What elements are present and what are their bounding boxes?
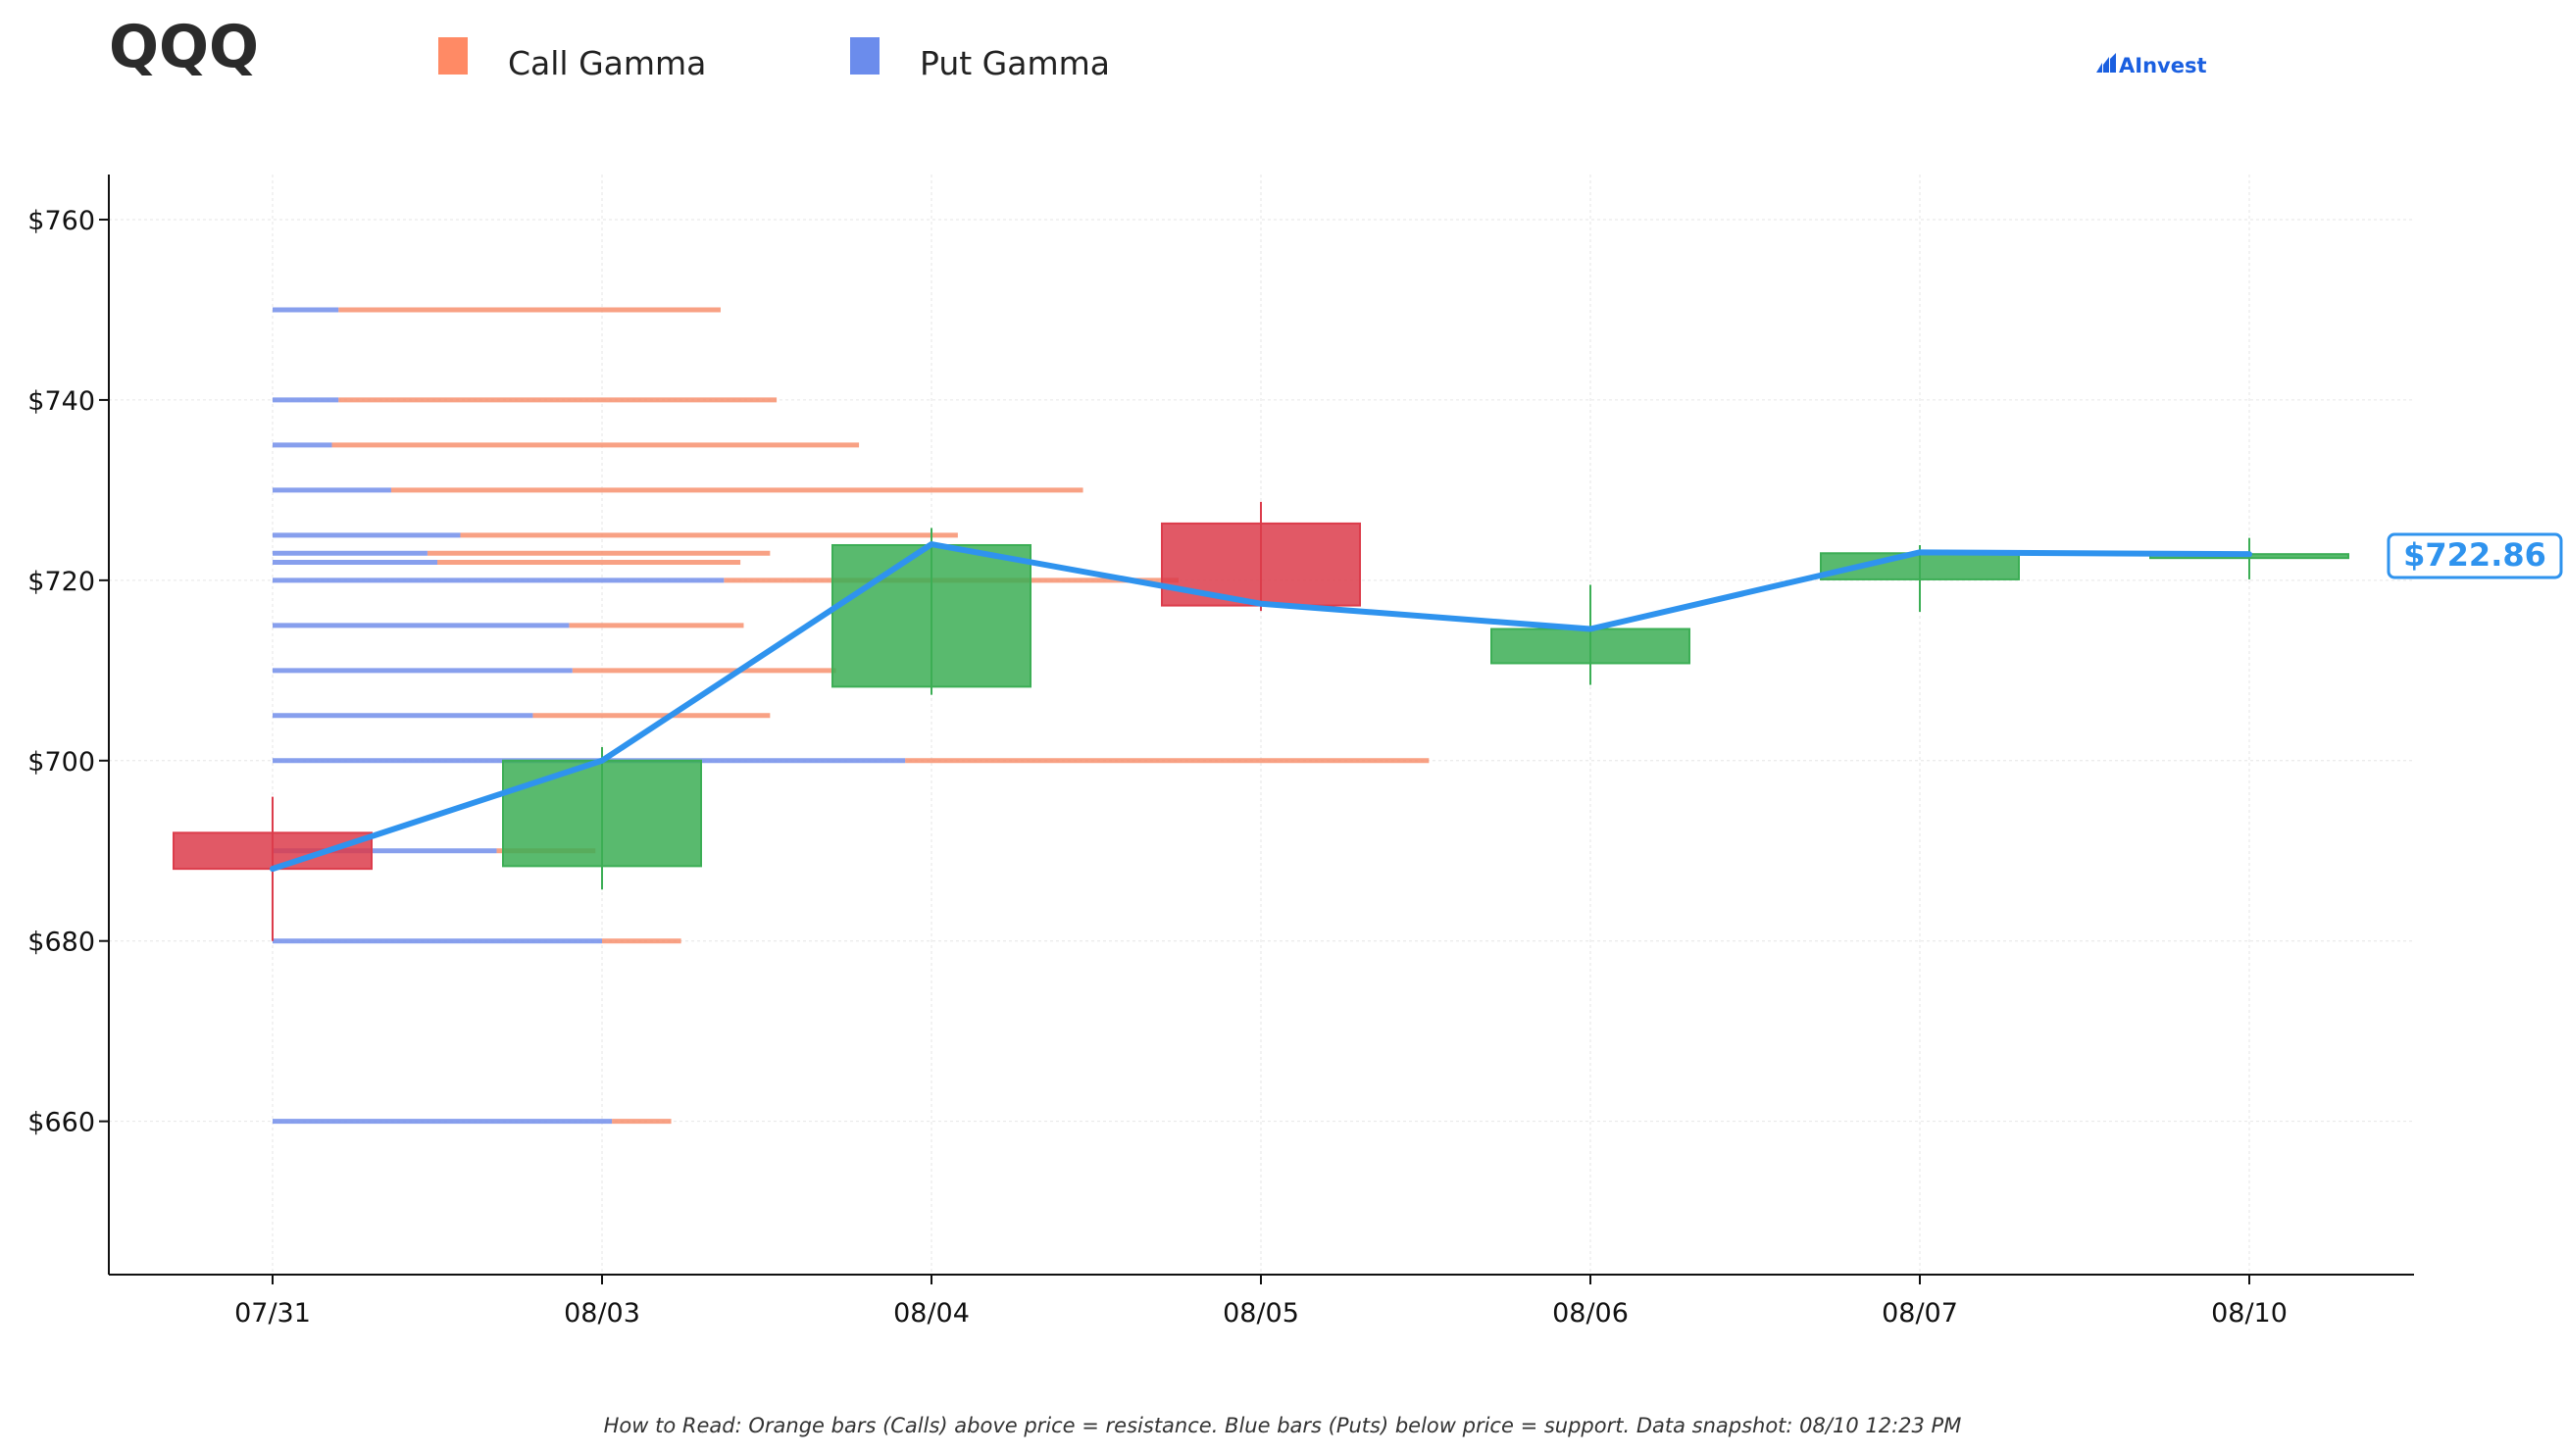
candles bbox=[173, 501, 2349, 941]
x-tick-label: 08/06 bbox=[1552, 1298, 1629, 1329]
legend: Call Gamma Put Gamma bbox=[438, 37, 1110, 82]
footer-note: How to Read: Orange bars (Calls) above p… bbox=[604, 1414, 1962, 1437]
price-line-layer bbox=[270, 541, 2252, 873]
y-tick-label: $720 bbox=[27, 567, 95, 597]
x-tick-label: 07/31 bbox=[234, 1298, 311, 1329]
x-tick-label: 08/10 bbox=[2211, 1298, 2288, 1329]
candle-body bbox=[1490, 628, 1690, 665]
x-tick-label: 08/07 bbox=[1882, 1298, 1958, 1329]
price-line bbox=[270, 541, 2252, 873]
call-gamma-legend-swatch bbox=[438, 37, 468, 75]
y-tick-label: $760 bbox=[27, 206, 95, 236]
current-price-box bbox=[2387, 532, 2563, 579]
current-price-label: $722.86 bbox=[2403, 536, 2546, 574]
x-tick-label: 08/03 bbox=[564, 1298, 640, 1329]
candle-body bbox=[173, 831, 373, 871]
put-gamma-legend-label: Put Gamma bbox=[920, 44, 1110, 82]
current-price-tag: $722.86 bbox=[2387, 532, 2563, 579]
candle-body bbox=[831, 543, 1031, 688]
call-gamma-legend-label: Call Gamma bbox=[508, 44, 706, 82]
y-tick-label: $680 bbox=[27, 928, 95, 958]
ticker-title: QQQ bbox=[109, 13, 259, 81]
y-tick-label: $660 bbox=[27, 1108, 95, 1138]
put-gamma-legend-swatch bbox=[850, 37, 880, 75]
brand-logo: AInvest bbox=[2096, 53, 2207, 77]
brand-name: AInvest bbox=[2119, 54, 2207, 77]
axes: $660 $680 $700 $720 $740 $760 07/31 08/03 08/04 0… bbox=[27, 175, 2414, 1329]
x-tick-label: 08/04 bbox=[893, 1298, 970, 1329]
y-tick-label: $700 bbox=[27, 747, 95, 778]
grid-lines bbox=[109, 175, 2414, 1275]
candle-body bbox=[502, 759, 702, 868]
gamma-bars bbox=[273, 307, 1430, 1125]
x-tick-label: 08/05 bbox=[1223, 1298, 1299, 1329]
y-tick-label: $740 bbox=[27, 386, 95, 417]
brand-chart-icon bbox=[2096, 53, 2116, 73]
